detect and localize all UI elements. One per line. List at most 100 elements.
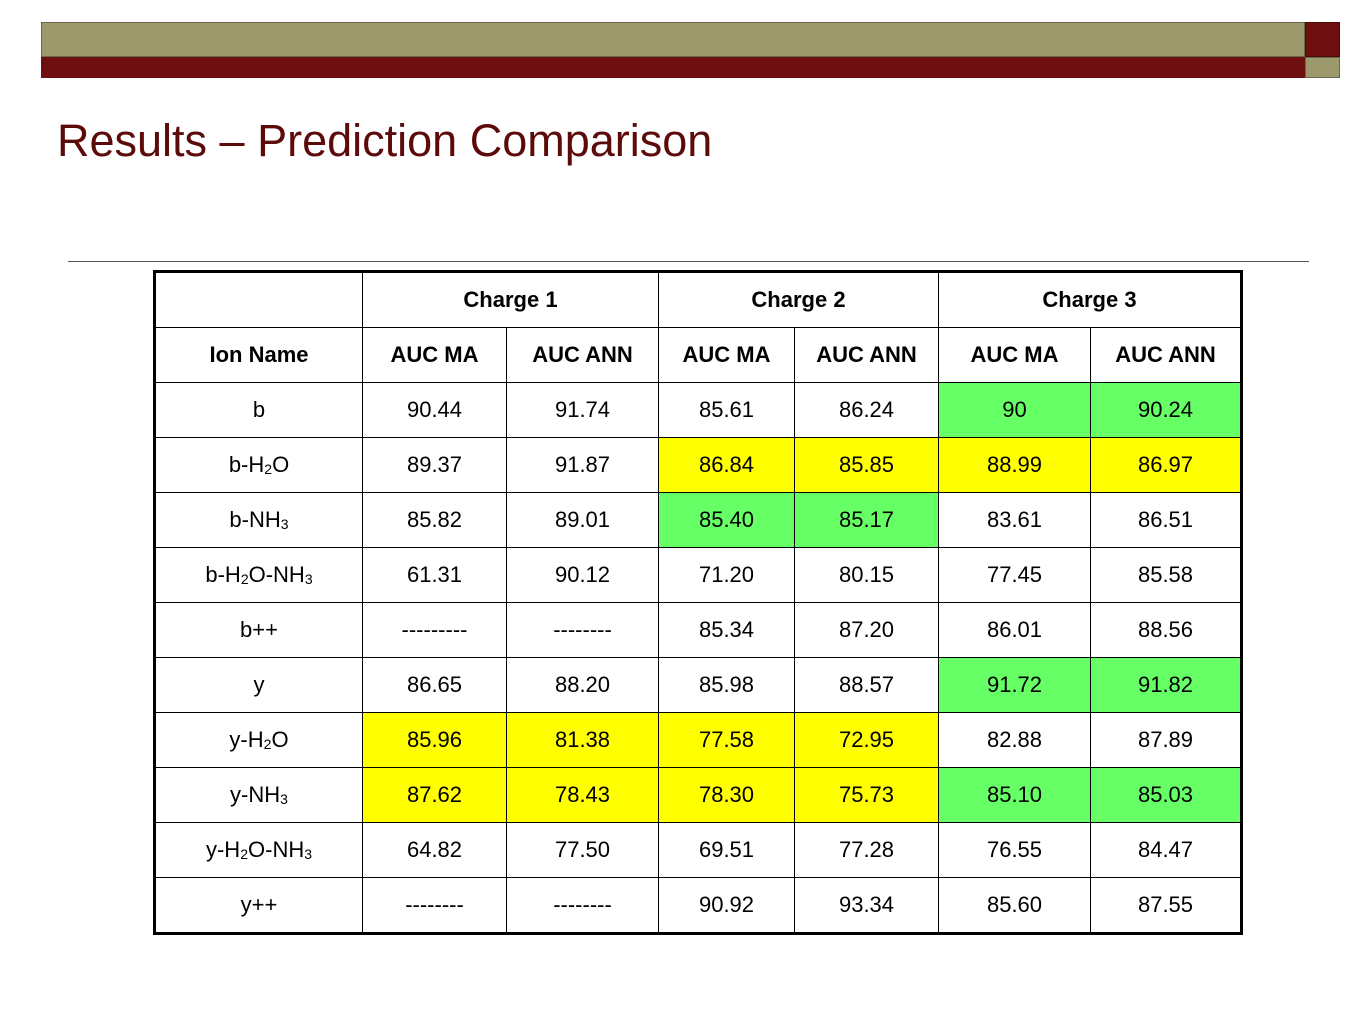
ion-subscript: 3 xyxy=(280,791,288,807)
ion-text: O-NH xyxy=(248,562,305,587)
table-row: b-H2O-NH3 61.31 90.12 71.20 80.15 77.45 85.58 xyxy=(154,547,1242,603)
metric-header: AUC MA xyxy=(938,327,1091,383)
ion-name-cell: y-H2O-NH3 xyxy=(154,822,363,878)
value-cell: --------- xyxy=(362,602,507,658)
charge-3-header: Charge 3 xyxy=(938,271,1242,328)
value-cell: 85.82 xyxy=(362,492,507,548)
ion-name-cell: b-H2O xyxy=(154,437,363,493)
value-cell: 86.97 xyxy=(1090,437,1242,493)
value-cell: 77.58 xyxy=(658,712,795,768)
value-cell: 81.38 xyxy=(506,712,659,768)
value-cell: 88.57 xyxy=(794,657,939,713)
ion-subscript: 2 xyxy=(240,846,248,862)
ion-text: b xyxy=(252,397,266,422)
ion-subscript: 3 xyxy=(280,516,289,532)
value-cell: 88.99 xyxy=(938,437,1091,493)
table-row: y 86.65 88.20 85.98 88.57 91.72 91.82 xyxy=(154,657,1242,713)
metric-header: AUC ANN xyxy=(506,327,659,383)
ion-text: O xyxy=(272,452,290,477)
ion-name-cell: b xyxy=(154,382,363,438)
value-cell: 85.96 xyxy=(362,712,507,768)
metric-header: AUC MA xyxy=(362,327,507,383)
value-cell: 85.58 xyxy=(1090,547,1242,603)
value-cell: 61.31 xyxy=(362,547,507,603)
value-cell: 84.47 xyxy=(1090,822,1242,878)
value-cell: 89.37 xyxy=(362,437,507,493)
value-cell: 85.61 xyxy=(658,382,795,438)
value-cell: 85.60 xyxy=(938,877,1091,934)
metric-header: AUC ANN xyxy=(794,327,939,383)
value-cell: 85.85 xyxy=(794,437,939,493)
value-cell: 77.28 xyxy=(794,822,939,878)
table-row: y-H2O 85.96 81.38 77.58 72.95 82.88 87.89 xyxy=(154,712,1242,768)
ion-text: b-NH xyxy=(229,507,281,532)
ion-text: b-H xyxy=(205,562,241,587)
value-cell: 91.82 xyxy=(1090,657,1242,713)
value-cell: 86.84 xyxy=(658,437,795,493)
value-cell: 82.88 xyxy=(938,712,1091,768)
value-cell: 85.17 xyxy=(794,492,939,548)
value-cell: 91.74 xyxy=(506,382,659,438)
value-cell: 88.56 xyxy=(1090,602,1242,658)
ion-name-cell: b++ xyxy=(154,602,363,658)
value-cell: 64.82 xyxy=(362,822,507,878)
ion-subscript: 2 xyxy=(240,571,249,587)
value-cell: 87.20 xyxy=(794,602,939,658)
ion-text: O-NH xyxy=(248,837,305,862)
ion-text: y xyxy=(253,672,265,697)
value-cell: 90.24 xyxy=(1090,382,1242,438)
header-square-red xyxy=(1305,22,1340,57)
ion-text: y-H xyxy=(229,727,264,752)
metric-header: AUC MA xyxy=(658,327,795,383)
table-row: y-NH3 87.62 78.43 78.30 75.73 85.10 85.03 xyxy=(154,767,1242,823)
header-bar-olive xyxy=(41,22,1305,57)
value-cell: 86.01 xyxy=(938,602,1091,658)
value-cell: 85.98 xyxy=(658,657,795,713)
value-cell: 75.73 xyxy=(794,767,939,823)
divider-line xyxy=(68,261,1309,262)
value-cell: 85.10 xyxy=(938,767,1091,823)
header-bar-red xyxy=(41,57,1305,78)
ion-text: y++ xyxy=(240,892,278,917)
value-cell: 78.43 xyxy=(506,767,659,823)
table-row: b-NH3 85.82 89.01 85.40 85.17 83.61 86.51 xyxy=(154,492,1242,548)
value-cell: 85.40 xyxy=(658,492,795,548)
value-cell: 90.44 xyxy=(362,382,507,438)
value-cell: 90.92 xyxy=(658,877,795,934)
table-row: b++ --------- -------- 85.34 87.20 86.01 88.56 xyxy=(154,602,1242,658)
value-cell: -------- xyxy=(362,877,507,934)
ion-name-cell: b-NH3 xyxy=(154,492,363,548)
ion-name-cell: y++ xyxy=(154,877,363,934)
table-row: y++ -------- -------- 90.92 93.34 85.60 87.55 xyxy=(154,877,1242,934)
value-cell: 90 xyxy=(938,382,1091,438)
ion-name-header: Ion Name xyxy=(154,327,363,383)
ion-name-cell: b-H2O-NH3 xyxy=(154,547,363,603)
value-cell: 78.30 xyxy=(658,767,795,823)
value-cell: 87.89 xyxy=(1090,712,1242,768)
value-cell: 87.62 xyxy=(362,767,507,823)
value-cell: 83.61 xyxy=(938,492,1091,548)
value-cell: 85.34 xyxy=(658,602,795,658)
ion-text: b++ xyxy=(240,617,278,642)
ion-subscript: 2 xyxy=(264,461,273,477)
metric-header-row: Ion Name AUC MA AUC ANN AUC MA AUC ANN A… xyxy=(154,327,1242,383)
value-cell: 69.51 xyxy=(658,822,795,878)
ion-text: b-H xyxy=(228,452,265,477)
charge-2-header: Charge 2 xyxy=(658,271,939,328)
ion-name-cell: y-NH3 xyxy=(154,767,363,823)
charge-header-row: Charge 1 Charge 2 Charge 3 xyxy=(154,271,1242,328)
ion-name-cell: y xyxy=(154,657,363,713)
ion-text: O xyxy=(271,727,289,752)
value-cell: 90.12 xyxy=(506,547,659,603)
ion-text: y-H xyxy=(205,837,241,862)
metric-header: AUC ANN xyxy=(1090,327,1242,383)
value-cell: 80.15 xyxy=(794,547,939,603)
value-cell: 71.20 xyxy=(658,547,795,603)
value-cell: 91.87 xyxy=(506,437,659,493)
value-cell: 77.45 xyxy=(938,547,1091,603)
corner-cell xyxy=(154,271,363,328)
value-cell: 77.50 xyxy=(506,822,659,878)
ion-subscript: 3 xyxy=(304,571,313,587)
value-cell: 93.34 xyxy=(794,877,939,934)
ion-subscript: 2 xyxy=(263,736,272,752)
